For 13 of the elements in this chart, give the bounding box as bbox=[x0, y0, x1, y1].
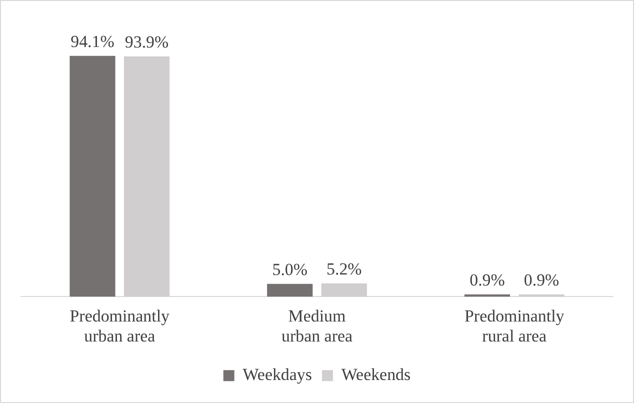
data-label: 93.9% bbox=[124, 32, 169, 52]
data-label: 0.9% bbox=[470, 270, 505, 290]
bar bbox=[267, 284, 313, 297]
x-tick-label: Predominantly rural area bbox=[464, 306, 565, 346]
bar bbox=[70, 56, 116, 297]
data-label: 5.0% bbox=[272, 260, 308, 279]
data-label: 94.1% bbox=[70, 32, 114, 51]
legend-label: Weekdays bbox=[242, 365, 312, 384]
x-tick-label: Medium urban area bbox=[282, 306, 353, 346]
x-tick-label: Predominantly urban area bbox=[70, 306, 170, 346]
data-label: 5.2% bbox=[326, 259, 362, 278]
data-label: 0.9% bbox=[524, 270, 560, 290]
legend-label: Weekends bbox=[341, 365, 411, 384]
